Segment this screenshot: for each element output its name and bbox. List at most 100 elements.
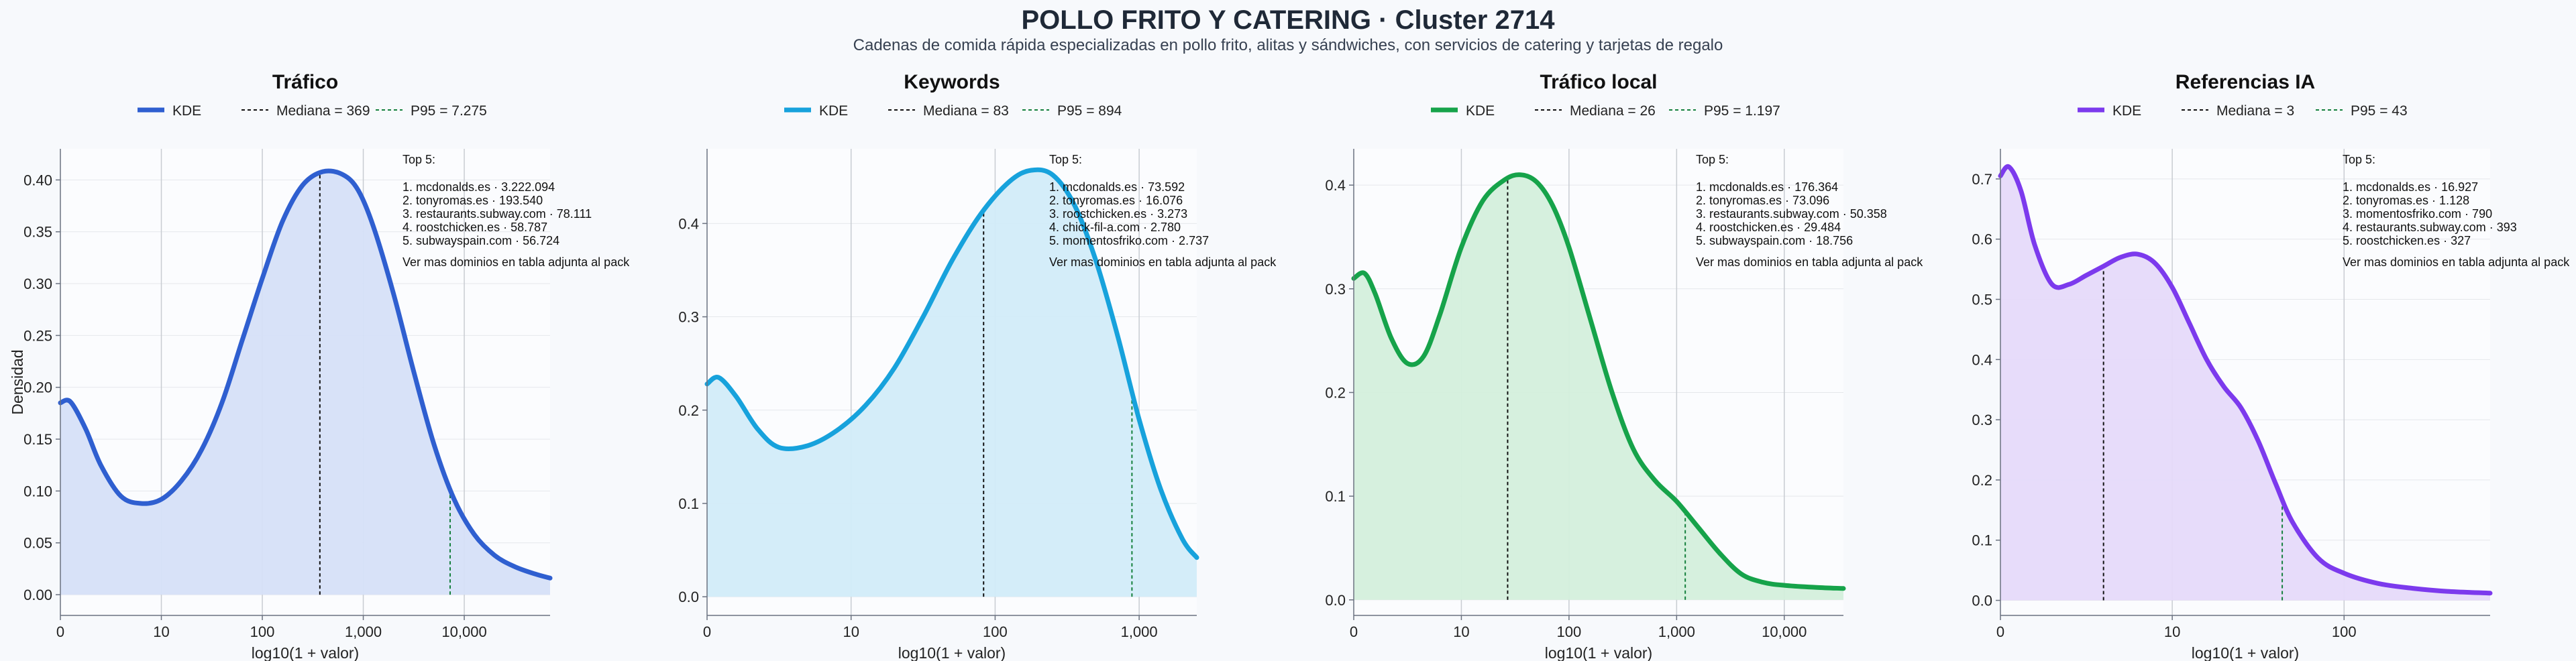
legend-label-kde: KDE [2112, 103, 2141, 119]
legend-label-p95: P95 = 43 [2351, 103, 2408, 119]
top5-title: Top 5: [1696, 153, 1729, 166]
page-title: POLLO FRITO Y CATERING · Cluster 2714 [1021, 5, 1555, 35]
y-tick-label: 0.05 [23, 535, 52, 552]
top5-note: Ver mas dominios en tabla adjunta al pac… [1696, 255, 1923, 269]
x-tick-label: 10 [1453, 623, 1469, 640]
top5-item: 1. mcdonalds.es · 73.592 [1049, 180, 1185, 194]
y-axis-label: Densidad [9, 349, 26, 414]
y-tick-label: 0.10 [23, 483, 52, 499]
top5-note: Ver mas dominios en tabla adjunta al pac… [402, 255, 630, 269]
x-tick-label: 100 [1557, 623, 1582, 640]
top5-item: 5. subwayspain.com · 18.756 [1696, 234, 1853, 247]
y-tick-label: 0.3 [1972, 412, 1992, 428]
top5-item: 4. roostchicken.es · 29.484 [1696, 221, 1841, 234]
top5-item: 2. tonyromas.es · 1.128 [2343, 194, 2469, 207]
chart-title: Tráfico local [1540, 71, 1657, 93]
legend: KDE Mediana = 83 P95 = 894 [784, 103, 1122, 119]
x-tick-label: 10 [843, 623, 859, 640]
x-tick-label: 1,000 [1121, 623, 1158, 640]
legend: KDE Mediana = 3 P95 = 43 [2078, 103, 2408, 119]
kde-area [707, 170, 1197, 597]
legend: KDE Mediana = 369 P95 = 7.275 [138, 103, 487, 119]
chart-1: 0.00 0.05 0.10 0.15 0.20 0.25 0.30 0.35 0.40 0 10 1… [9, 71, 630, 661]
chart-3: 0.0 0.1 0.2 0.3 0.4 0 10 100 1,000 10,000 log10(1 … [1325, 71, 1923, 661]
y-tick-label: 0.2 [1325, 384, 1346, 401]
legend-label-median: Mediana = 3 [2216, 103, 2294, 119]
y-tick-label: 0.25 [23, 327, 52, 344]
chart-title: Referencias IA [2176, 71, 2315, 93]
legend-label-median: Mediana = 26 [1570, 103, 1656, 119]
top5-item: 1. mcdonalds.es · 3.222.094 [402, 180, 555, 194]
top5-item: 2. tonyromas.es · 16.076 [1049, 194, 1183, 207]
kde-line [58, 168, 553, 581]
y-tick-label: 0.2 [678, 402, 699, 419]
top5-item: 2. tonyromas.es · 73.096 [1696, 194, 1829, 207]
y-tick-label: 0.00 [23, 587, 52, 603]
y-tick-label: 0.6 [1972, 231, 1992, 248]
x-tick-label: 10,000 [1762, 623, 1807, 640]
top5-item: 5. momentosfriko.com · 2.737 [1049, 234, 1209, 247]
legend-label-median: Mediana = 83 [923, 103, 1009, 119]
legend: KDE Mediana = 26 P95 = 1.197 [1431, 103, 1780, 119]
y-tick-label: 0.4 [678, 215, 699, 232]
top5-item: 1. mcdonalds.es · 16.927 [2343, 180, 2478, 194]
top5-item: 4. roostchicken.es · 58.787 [402, 221, 547, 234]
y-tick-label: 0.2 [1972, 472, 1992, 489]
y-tick-label: 0.1 [1972, 532, 1992, 549]
x-tick-label: 0 [703, 623, 711, 640]
x-tick-label: 10 [2164, 623, 2180, 640]
y-tick-label: 0.40 [23, 172, 52, 188]
x-tick-label: 1,000 [1658, 623, 1695, 640]
y-tick-label: 0.4 [1325, 177, 1346, 194]
x-tick-label: 100 [2332, 623, 2357, 640]
legend-label-median: Mediana = 369 [276, 103, 370, 119]
y-tick-label: 0.20 [23, 379, 52, 396]
y-tick-label: 0.3 [1325, 281, 1346, 298]
top5-item: 5. roostchicken.es · 327 [2343, 234, 2471, 247]
y-tick-label: 0.3 [678, 309, 699, 326]
kde-area [1354, 174, 1843, 600]
top5-title: Top 5: [1049, 153, 1082, 166]
page-subtitle: Cadenas de comida rápida especializadas … [853, 36, 1723, 54]
legend-label-p95: P95 = 894 [1057, 103, 1122, 119]
kde-line [1351, 172, 1846, 591]
y-tick-label: 0.1 [678, 495, 699, 512]
top5-item: 3. restaurants.subway.com · 78.111 [402, 207, 592, 221]
y-tick-label: 0.0 [1325, 592, 1346, 609]
x-tick-label: 100 [250, 623, 275, 640]
kde-line [704, 167, 1199, 560]
legend-label-kde: KDE [1466, 103, 1495, 119]
x-tick-label: 10 [153, 623, 169, 640]
y-tick-label: 0.35 [23, 224, 52, 241]
kde-area [60, 170, 550, 595]
chart-2: 0.0 0.1 0.2 0.3 0.4 0 10 100 1,000 log10(1 + valo… [678, 71, 1277, 661]
y-tick-label: 0.4 [1972, 351, 1992, 368]
x-axis-label: log10(1 + valor) [2192, 644, 2299, 661]
x-tick-label: 1,000 [345, 623, 382, 640]
x-tick-label: 0 [56, 623, 64, 640]
kde-area [2000, 166, 2490, 601]
top5-item: 4. restaurants.subway.com · 393 [2343, 221, 2517, 234]
top5-note: Ver mas dominios en tabla adjunta al pac… [1049, 255, 1277, 269]
top5-note: Ver mas dominios en tabla adjunta al pac… [2343, 255, 2570, 269]
y-tick-label: 0.0 [1972, 593, 1992, 609]
top5-item: 3. restaurants.subway.com · 50.358 [1696, 207, 1887, 221]
top5-item: 2. tonyromas.es · 193.540 [402, 194, 543, 207]
x-tick-label: 10,000 [441, 623, 486, 640]
y-tick-label: 0.0 [678, 589, 699, 605]
top5-title: Top 5: [2343, 153, 2375, 166]
x-tick-label: 0 [1350, 623, 1358, 640]
top5-title: Top 5: [402, 153, 435, 166]
x-tick-label: 100 [983, 623, 1008, 640]
x-axis-label: log10(1 + valor) [252, 644, 359, 661]
y-tick-label: 0.7 [1972, 171, 1992, 188]
x-axis-label: log10(1 + valor) [898, 644, 1006, 661]
top5-item: 3. momentosfriko.com · 790 [2343, 207, 2492, 221]
x-axis-label: log10(1 + valor) [1545, 644, 1652, 661]
legend-label-p95: P95 = 1.197 [1704, 103, 1780, 119]
legend-label-kde: KDE [172, 103, 201, 119]
